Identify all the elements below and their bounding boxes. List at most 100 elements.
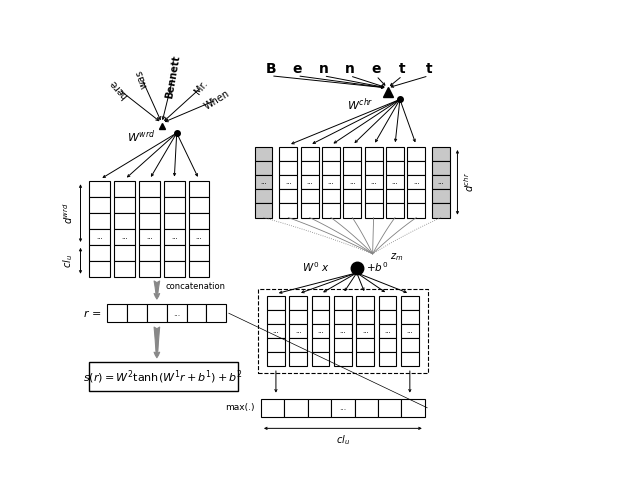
Bar bbox=[356, 338, 374, 352]
Bar bbox=[167, 304, 187, 322]
Bar bbox=[164, 245, 185, 261]
Bar bbox=[139, 245, 160, 261]
Bar bbox=[344, 161, 361, 175]
Bar bbox=[90, 181, 110, 197]
Text: n: n bbox=[345, 62, 355, 76]
Bar bbox=[189, 181, 209, 197]
Bar bbox=[90, 245, 110, 261]
Bar bbox=[408, 175, 425, 190]
Text: ...: ... bbox=[171, 234, 178, 240]
Bar bbox=[187, 304, 207, 322]
Bar bbox=[301, 175, 319, 190]
Text: ...: ... bbox=[146, 234, 153, 240]
Bar bbox=[312, 338, 330, 352]
Bar bbox=[401, 352, 419, 366]
Bar bbox=[280, 161, 297, 175]
Bar bbox=[289, 310, 307, 324]
Text: ...: ... bbox=[392, 179, 398, 185]
Bar bbox=[379, 352, 396, 366]
Bar bbox=[365, 190, 383, 203]
Text: was: was bbox=[134, 68, 150, 90]
Bar bbox=[379, 296, 396, 310]
Text: $+ b^0$: $+ b^0$ bbox=[365, 260, 388, 274]
Bar bbox=[289, 324, 307, 338]
Bar bbox=[255, 161, 273, 175]
Text: e: e bbox=[292, 62, 302, 76]
Text: $z_m$: $z_m$ bbox=[390, 251, 403, 263]
Text: ...: ... bbox=[438, 179, 444, 185]
Bar bbox=[365, 203, 383, 218]
Bar bbox=[90, 213, 110, 229]
Bar bbox=[164, 197, 185, 213]
Bar bbox=[408, 161, 425, 175]
Bar bbox=[344, 203, 361, 218]
Bar bbox=[432, 161, 450, 175]
Bar bbox=[301, 147, 319, 161]
Bar bbox=[312, 324, 330, 338]
Text: $W^0$ x: $W^0$ x bbox=[302, 260, 330, 274]
Bar bbox=[401, 296, 419, 310]
Bar bbox=[386, 203, 404, 218]
Text: $r$ =: $r$ = bbox=[83, 308, 101, 319]
Bar bbox=[408, 190, 425, 203]
Bar bbox=[401, 324, 419, 338]
Text: t: t bbox=[426, 62, 432, 76]
Bar bbox=[139, 181, 160, 197]
Bar bbox=[280, 147, 297, 161]
Bar bbox=[189, 229, 209, 245]
Bar bbox=[255, 147, 273, 161]
Bar bbox=[356, 352, 374, 366]
Text: ...: ... bbox=[173, 309, 180, 318]
Bar bbox=[280, 190, 297, 203]
Bar bbox=[386, 147, 404, 161]
Bar bbox=[334, 338, 352, 352]
Bar bbox=[334, 352, 352, 366]
Bar bbox=[379, 338, 396, 352]
Bar bbox=[139, 229, 160, 245]
Text: $W^{chr}$: $W^{chr}$ bbox=[347, 97, 374, 113]
Text: n: n bbox=[319, 62, 328, 76]
Bar bbox=[189, 213, 209, 229]
Bar bbox=[289, 352, 307, 366]
Bar bbox=[301, 161, 319, 175]
Text: $cl_u$: $cl_u$ bbox=[336, 434, 350, 447]
Bar bbox=[267, 338, 285, 352]
Bar bbox=[164, 229, 185, 245]
Bar bbox=[308, 398, 331, 417]
Bar bbox=[189, 245, 209, 261]
Text: ...: ... bbox=[295, 328, 301, 334]
Bar bbox=[401, 310, 419, 324]
Text: concatenation: concatenation bbox=[166, 282, 226, 291]
Bar bbox=[164, 213, 185, 229]
Text: e: e bbox=[371, 62, 381, 76]
Text: ...: ... bbox=[371, 179, 377, 185]
Bar bbox=[334, 296, 352, 310]
Bar bbox=[386, 190, 404, 203]
Text: ...: ... bbox=[339, 403, 346, 412]
Bar bbox=[267, 324, 285, 338]
Bar bbox=[334, 310, 352, 324]
Bar bbox=[401, 398, 425, 417]
Bar bbox=[90, 197, 110, 213]
Bar bbox=[365, 161, 383, 175]
Bar bbox=[267, 310, 285, 324]
Text: ...: ... bbox=[273, 328, 279, 334]
Bar bbox=[255, 175, 273, 190]
Text: ...: ... bbox=[97, 234, 103, 240]
Bar bbox=[432, 175, 450, 190]
Bar bbox=[322, 190, 340, 203]
Bar bbox=[386, 161, 404, 175]
Bar bbox=[432, 190, 450, 203]
Bar bbox=[89, 362, 237, 391]
Bar bbox=[408, 203, 425, 218]
Bar bbox=[139, 261, 160, 277]
Bar bbox=[280, 175, 297, 190]
Bar bbox=[365, 175, 383, 190]
Bar bbox=[289, 338, 307, 352]
Text: ...: ... bbox=[384, 328, 391, 334]
Bar bbox=[90, 229, 110, 245]
Bar bbox=[261, 398, 284, 417]
Bar bbox=[334, 324, 352, 338]
Bar bbox=[280, 203, 297, 218]
Bar bbox=[365, 147, 383, 161]
